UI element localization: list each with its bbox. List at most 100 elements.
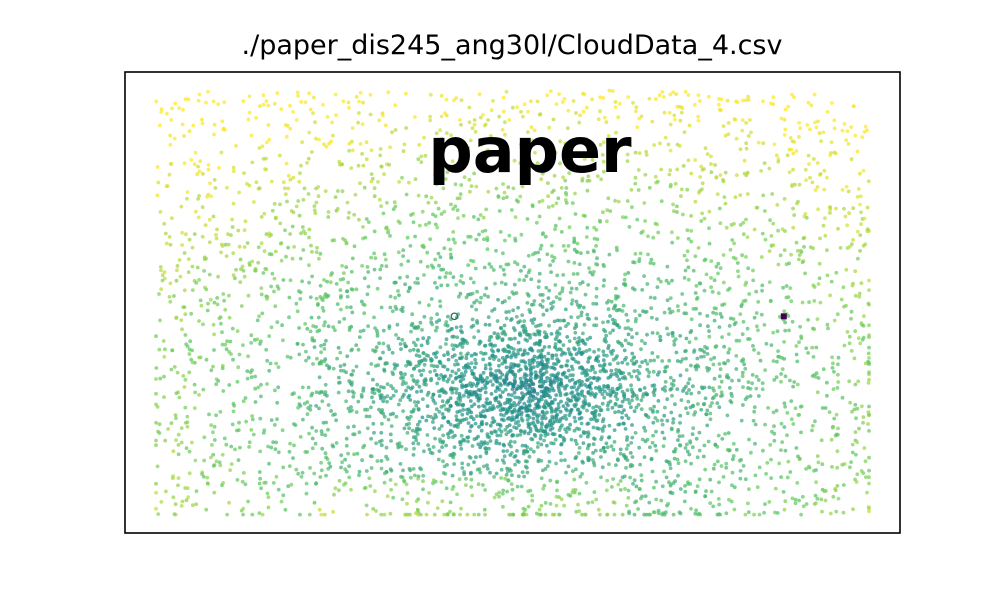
scatter-point bbox=[507, 233, 512, 238]
scatter-point bbox=[649, 306, 654, 310]
scatter-point bbox=[407, 421, 411, 426]
scatter-point bbox=[375, 334, 380, 338]
scatter-point bbox=[825, 175, 829, 180]
scatter-point bbox=[454, 358, 459, 363]
scatter-point bbox=[434, 407, 439, 411]
scatter-point bbox=[185, 420, 190, 425]
scatter-point bbox=[516, 460, 521, 464]
scatter-point bbox=[667, 172, 672, 177]
scatter-point bbox=[441, 439, 446, 444]
scatter-point bbox=[371, 507, 376, 511]
scatter-point bbox=[224, 442, 229, 447]
scatter-point bbox=[339, 307, 343, 312]
scatter-point bbox=[264, 140, 269, 145]
scatter-point bbox=[799, 512, 803, 517]
scatter-point bbox=[401, 248, 406, 253]
scatter-point bbox=[256, 260, 261, 265]
scatter-point bbox=[544, 308, 549, 313]
scatter-point bbox=[427, 335, 431, 340]
scatter-point bbox=[737, 338, 742, 343]
scatter-point bbox=[437, 275, 442, 280]
scatter-point bbox=[398, 342, 403, 346]
scatter-point bbox=[469, 258, 473, 263]
scatter-point bbox=[532, 388, 537, 393]
scatter-point bbox=[154, 506, 158, 511]
scatter-point bbox=[217, 166, 221, 170]
scatter-point bbox=[458, 512, 462, 517]
scatter-point bbox=[584, 371, 589, 376]
scatter-point bbox=[460, 383, 464, 387]
scatter-point bbox=[187, 370, 192, 375]
scatter-point bbox=[538, 167, 543, 172]
scatter-point bbox=[647, 185, 652, 190]
scatter-point bbox=[530, 138, 535, 143]
scatter-point bbox=[342, 482, 346, 487]
scatter-point bbox=[465, 145, 470, 150]
scatter-point bbox=[202, 269, 207, 273]
scatter-point bbox=[522, 264, 527, 269]
scatter-point bbox=[386, 90, 391, 95]
scatter-point bbox=[592, 417, 596, 421]
scatter-point bbox=[580, 338, 585, 343]
scatter-point bbox=[295, 309, 300, 314]
scatter-point bbox=[753, 441, 757, 446]
scatter-point bbox=[405, 491, 410, 495]
scatter-point bbox=[680, 106, 685, 110]
scatter-point bbox=[718, 367, 723, 372]
scatter-point bbox=[698, 175, 703, 179]
scatter-point bbox=[337, 380, 342, 385]
scatter-point bbox=[385, 399, 389, 404]
scatter-point bbox=[623, 272, 627, 277]
scatter-point bbox=[782, 197, 787, 201]
scatter-point bbox=[536, 349, 541, 353]
scatter-point bbox=[652, 404, 656, 409]
scatter-point bbox=[867, 377, 871, 382]
scatter-point bbox=[278, 202, 282, 207]
scatter-point bbox=[850, 409, 854, 414]
scatter-point bbox=[174, 316, 179, 320]
scatter-point bbox=[404, 447, 408, 452]
scatter-point bbox=[181, 374, 186, 378]
scatter-point bbox=[513, 403, 517, 408]
scatter-point bbox=[214, 233, 218, 237]
scatter-point bbox=[212, 122, 217, 127]
scatter-point bbox=[866, 381, 871, 385]
scatter-point bbox=[317, 137, 321, 142]
scatter-point bbox=[157, 431, 162, 435]
scatter-point bbox=[459, 183, 464, 187]
scatter-point bbox=[812, 502, 817, 506]
scatter-point bbox=[642, 386, 647, 390]
scatter-point bbox=[776, 228, 780, 233]
scatter-point bbox=[375, 286, 380, 291]
scatter-point bbox=[530, 381, 535, 386]
scatter-point bbox=[460, 461, 465, 466]
scatter-point bbox=[499, 383, 503, 388]
scatter-point bbox=[497, 494, 501, 499]
scatter-point bbox=[676, 473, 680, 478]
scatter-point bbox=[246, 117, 251, 122]
scatter-point bbox=[705, 314, 710, 318]
scatter-point bbox=[553, 376, 557, 381]
scatter-point bbox=[541, 379, 546, 384]
scatter-point bbox=[694, 436, 699, 441]
scatter-point bbox=[634, 484, 639, 489]
scatter-point bbox=[464, 388, 469, 393]
scatter-point bbox=[380, 421, 384, 426]
scatter-point bbox=[307, 130, 312, 135]
scatter-point bbox=[542, 438, 546, 443]
scatter-point bbox=[511, 433, 516, 438]
scatter-point bbox=[288, 232, 292, 236]
scatter-point bbox=[247, 440, 252, 445]
scatter-point bbox=[388, 234, 392, 238]
scatter-point bbox=[157, 422, 162, 427]
scatter-point bbox=[540, 305, 545, 309]
scatter-point bbox=[460, 345, 465, 349]
scatter-point bbox=[666, 281, 671, 286]
scatter-point bbox=[389, 424, 394, 428]
scatter-point bbox=[294, 204, 299, 209]
scatter-point bbox=[516, 474, 521, 479]
scatter-point bbox=[382, 414, 387, 419]
scatter-point bbox=[725, 373, 730, 378]
scatter-point bbox=[377, 389, 382, 394]
scatter-point bbox=[465, 435, 469, 440]
